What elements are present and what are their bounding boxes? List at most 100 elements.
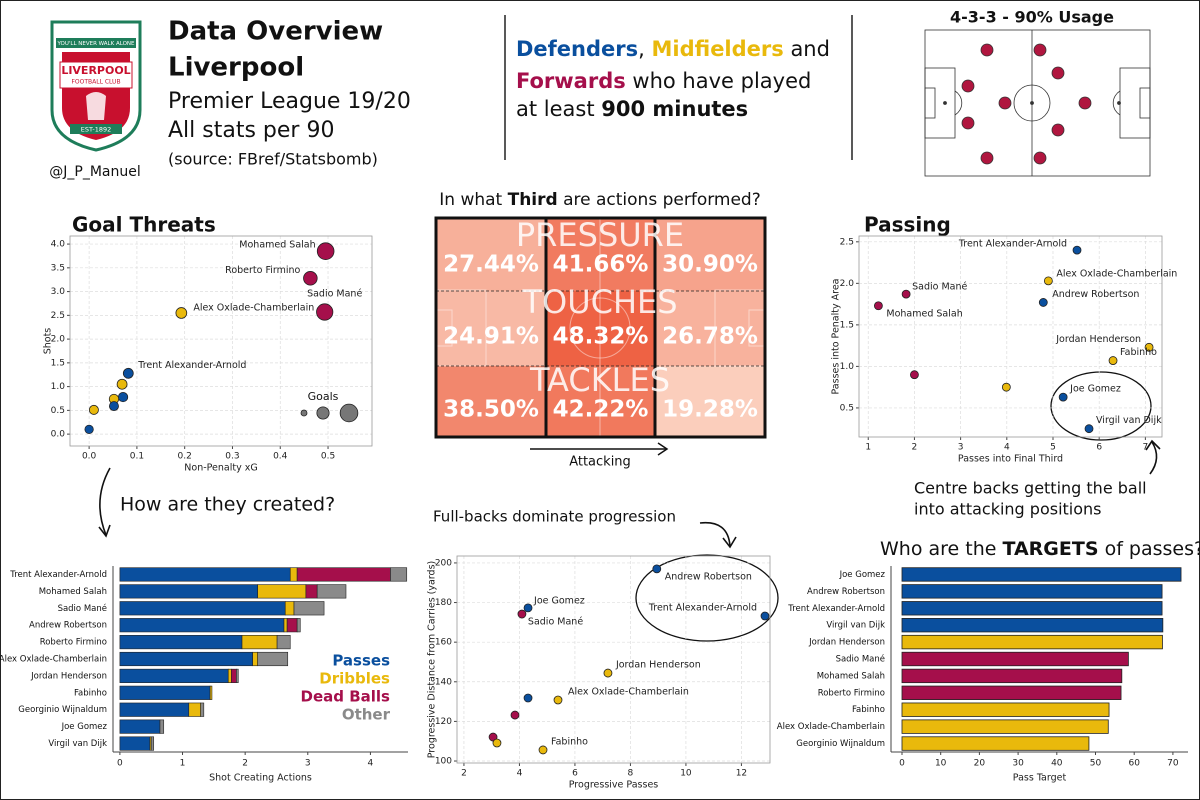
point-label: Alex Oxlade-Chamberlain <box>1056 268 1177 279</box>
bar-segment <box>296 618 301 633</box>
x-tick-label: 8 <box>628 769 634 779</box>
heat-cell <box>546 218 655 291</box>
point-label: Andrew Robertson <box>665 571 752 582</box>
title-part: Third <box>508 190 558 210</box>
data-point <box>510 710 520 720</box>
data-point <box>1043 276 1053 286</box>
x-tick-label: 0.2 <box>178 452 192 462</box>
player-dot <box>998 96 1012 110</box>
y-tick-label: Virgil van Dijk <box>826 621 885 631</box>
pitch-box <box>1139 87 1151 119</box>
third-heatmap: In what Third are actions performed? PRES… <box>434 190 767 470</box>
heat-cell <box>655 218 765 291</box>
scatter-chart: Passing 1 2 3 4 5 6 7 0.5 1.0 1.5 2.0 2.5 Passes into… <box>831 213 1178 519</box>
bar-segment <box>257 584 307 599</box>
scatter-chart: Full-backs dominate progression 2 4 6 8 10 12 1… <box>427 508 771 791</box>
data-point <box>1108 356 1118 365</box>
y-tick-label: Mohamed Salah <box>817 671 885 681</box>
point-label: Fabinho <box>1120 347 1157 358</box>
player-dot <box>1051 123 1065 137</box>
data-point <box>316 242 335 260</box>
value-label: 26.78% <box>662 324 758 350</box>
point-label: Jordan Henderson <box>1055 334 1141 345</box>
annotation: into attacking positions <box>914 500 1102 519</box>
y-tick-label: Roberto Firmino <box>40 638 107 648</box>
bar-segment <box>119 601 286 616</box>
minutes-threshold: 900 minutes <box>601 97 748 121</box>
bar-segment <box>252 651 258 667</box>
value-label: 27.44% <box>443 252 539 278</box>
bar-segment <box>257 651 289 667</box>
chart-title: Who are the TARGETS of passes? <box>880 538 1200 560</box>
x-tick-label: 3 <box>958 443 964 453</box>
y-tick-label: Jordan Henderson <box>30 671 107 681</box>
bar <box>901 618 1164 633</box>
size-legend-marker <box>300 409 308 417</box>
heat-cell <box>546 366 655 437</box>
data-point <box>873 301 883 311</box>
y-tick-label: Andrew Robertson <box>29 621 107 631</box>
pitch-spot <box>1117 101 1121 105</box>
data-point <box>1058 392 1068 402</box>
bar-segment <box>305 584 318 599</box>
subtitle-text: and <box>784 37 830 61</box>
value-label: 19.28% <box>662 397 758 423</box>
heatmap-border <box>434 216 767 439</box>
data-point <box>1084 424 1094 434</box>
arrow-head <box>1145 439 1161 451</box>
logo-est-banner <box>70 124 122 134</box>
y-tick-label: Trent Alexander-Arnold <box>787 604 885 614</box>
x-tick-label: 0 <box>899 759 905 769</box>
subtitle-line: Forwards who have played <box>516 69 811 93</box>
legend-entry: Dead Balls <box>301 688 391 706</box>
bar-segment <box>296 567 391 582</box>
y-tick-label: 4.0 <box>51 240 66 250</box>
x-axis-label: Shot Creating Actions <box>209 773 312 784</box>
x-tick-label: 4 <box>1004 443 1010 453</box>
row-label: PRESSURE <box>516 216 684 254</box>
data-point <box>523 693 533 703</box>
bar-segment <box>150 736 155 751</box>
formation-players <box>961 43 1092 165</box>
bar-chart: How are they created? 0 1 2 3 4 Trent Alexande… <box>0 494 408 784</box>
x-tick-label: 7 <box>1143 443 1149 453</box>
pitch-spot <box>943 101 947 105</box>
bar-chart: Who are the TARGETS of passes? 0 10 20 30 40 5… <box>777 538 1200 784</box>
chart-title: How are they created? <box>120 494 335 516</box>
data-point <box>603 668 613 678</box>
bar <box>901 668 1123 684</box>
logo-nameplate <box>59 61 133 89</box>
y-tick-label: 160 <box>435 638 452 648</box>
heat-cell <box>655 366 765 437</box>
x-tick-label: 6 <box>1096 443 1102 453</box>
data-point <box>517 609 527 619</box>
data-point <box>523 603 533 613</box>
player-dot <box>961 116 975 130</box>
handle: @J_P_Manuel <box>49 164 140 180</box>
x-tick-label: 2 <box>242 759 248 769</box>
player-dot <box>1033 43 1047 57</box>
value-label: 41.66% <box>553 252 649 278</box>
bar <box>901 584 1163 599</box>
bar-segment <box>159 719 165 734</box>
pitch-box <box>924 87 936 119</box>
y-tick-label: Andrew Robertson <box>807 587 885 597</box>
logo-motto: YOU'LL NEVER WALK ALONE <box>56 41 135 47</box>
bar-segment <box>119 635 243 650</box>
y-tick-label: 3.5 <box>51 263 65 273</box>
x-tick-label: 20 <box>974 759 986 769</box>
point-label: Andrew Robertson <box>1052 289 1139 300</box>
y-tick-label: 0.0 <box>51 430 66 440</box>
y-tick-label: Georginio Wijnaldum <box>796 739 885 749</box>
y-tick-label: 1.0 <box>840 362 855 372</box>
bar-segment <box>283 618 288 633</box>
highlight-ellipse <box>1050 371 1152 441</box>
annotation-arrow <box>1149 441 1158 475</box>
bar <box>901 567 1182 582</box>
data-point <box>303 271 318 286</box>
y-axis-label: Progressive Distance from Carries (yards… <box>427 561 438 758</box>
x-tick-label: 4 <box>517 769 523 779</box>
logo-sub: FOOTBALL CLUB <box>71 79 120 86</box>
point-label: Alex Oxlade-Chamberlain <box>568 687 689 698</box>
